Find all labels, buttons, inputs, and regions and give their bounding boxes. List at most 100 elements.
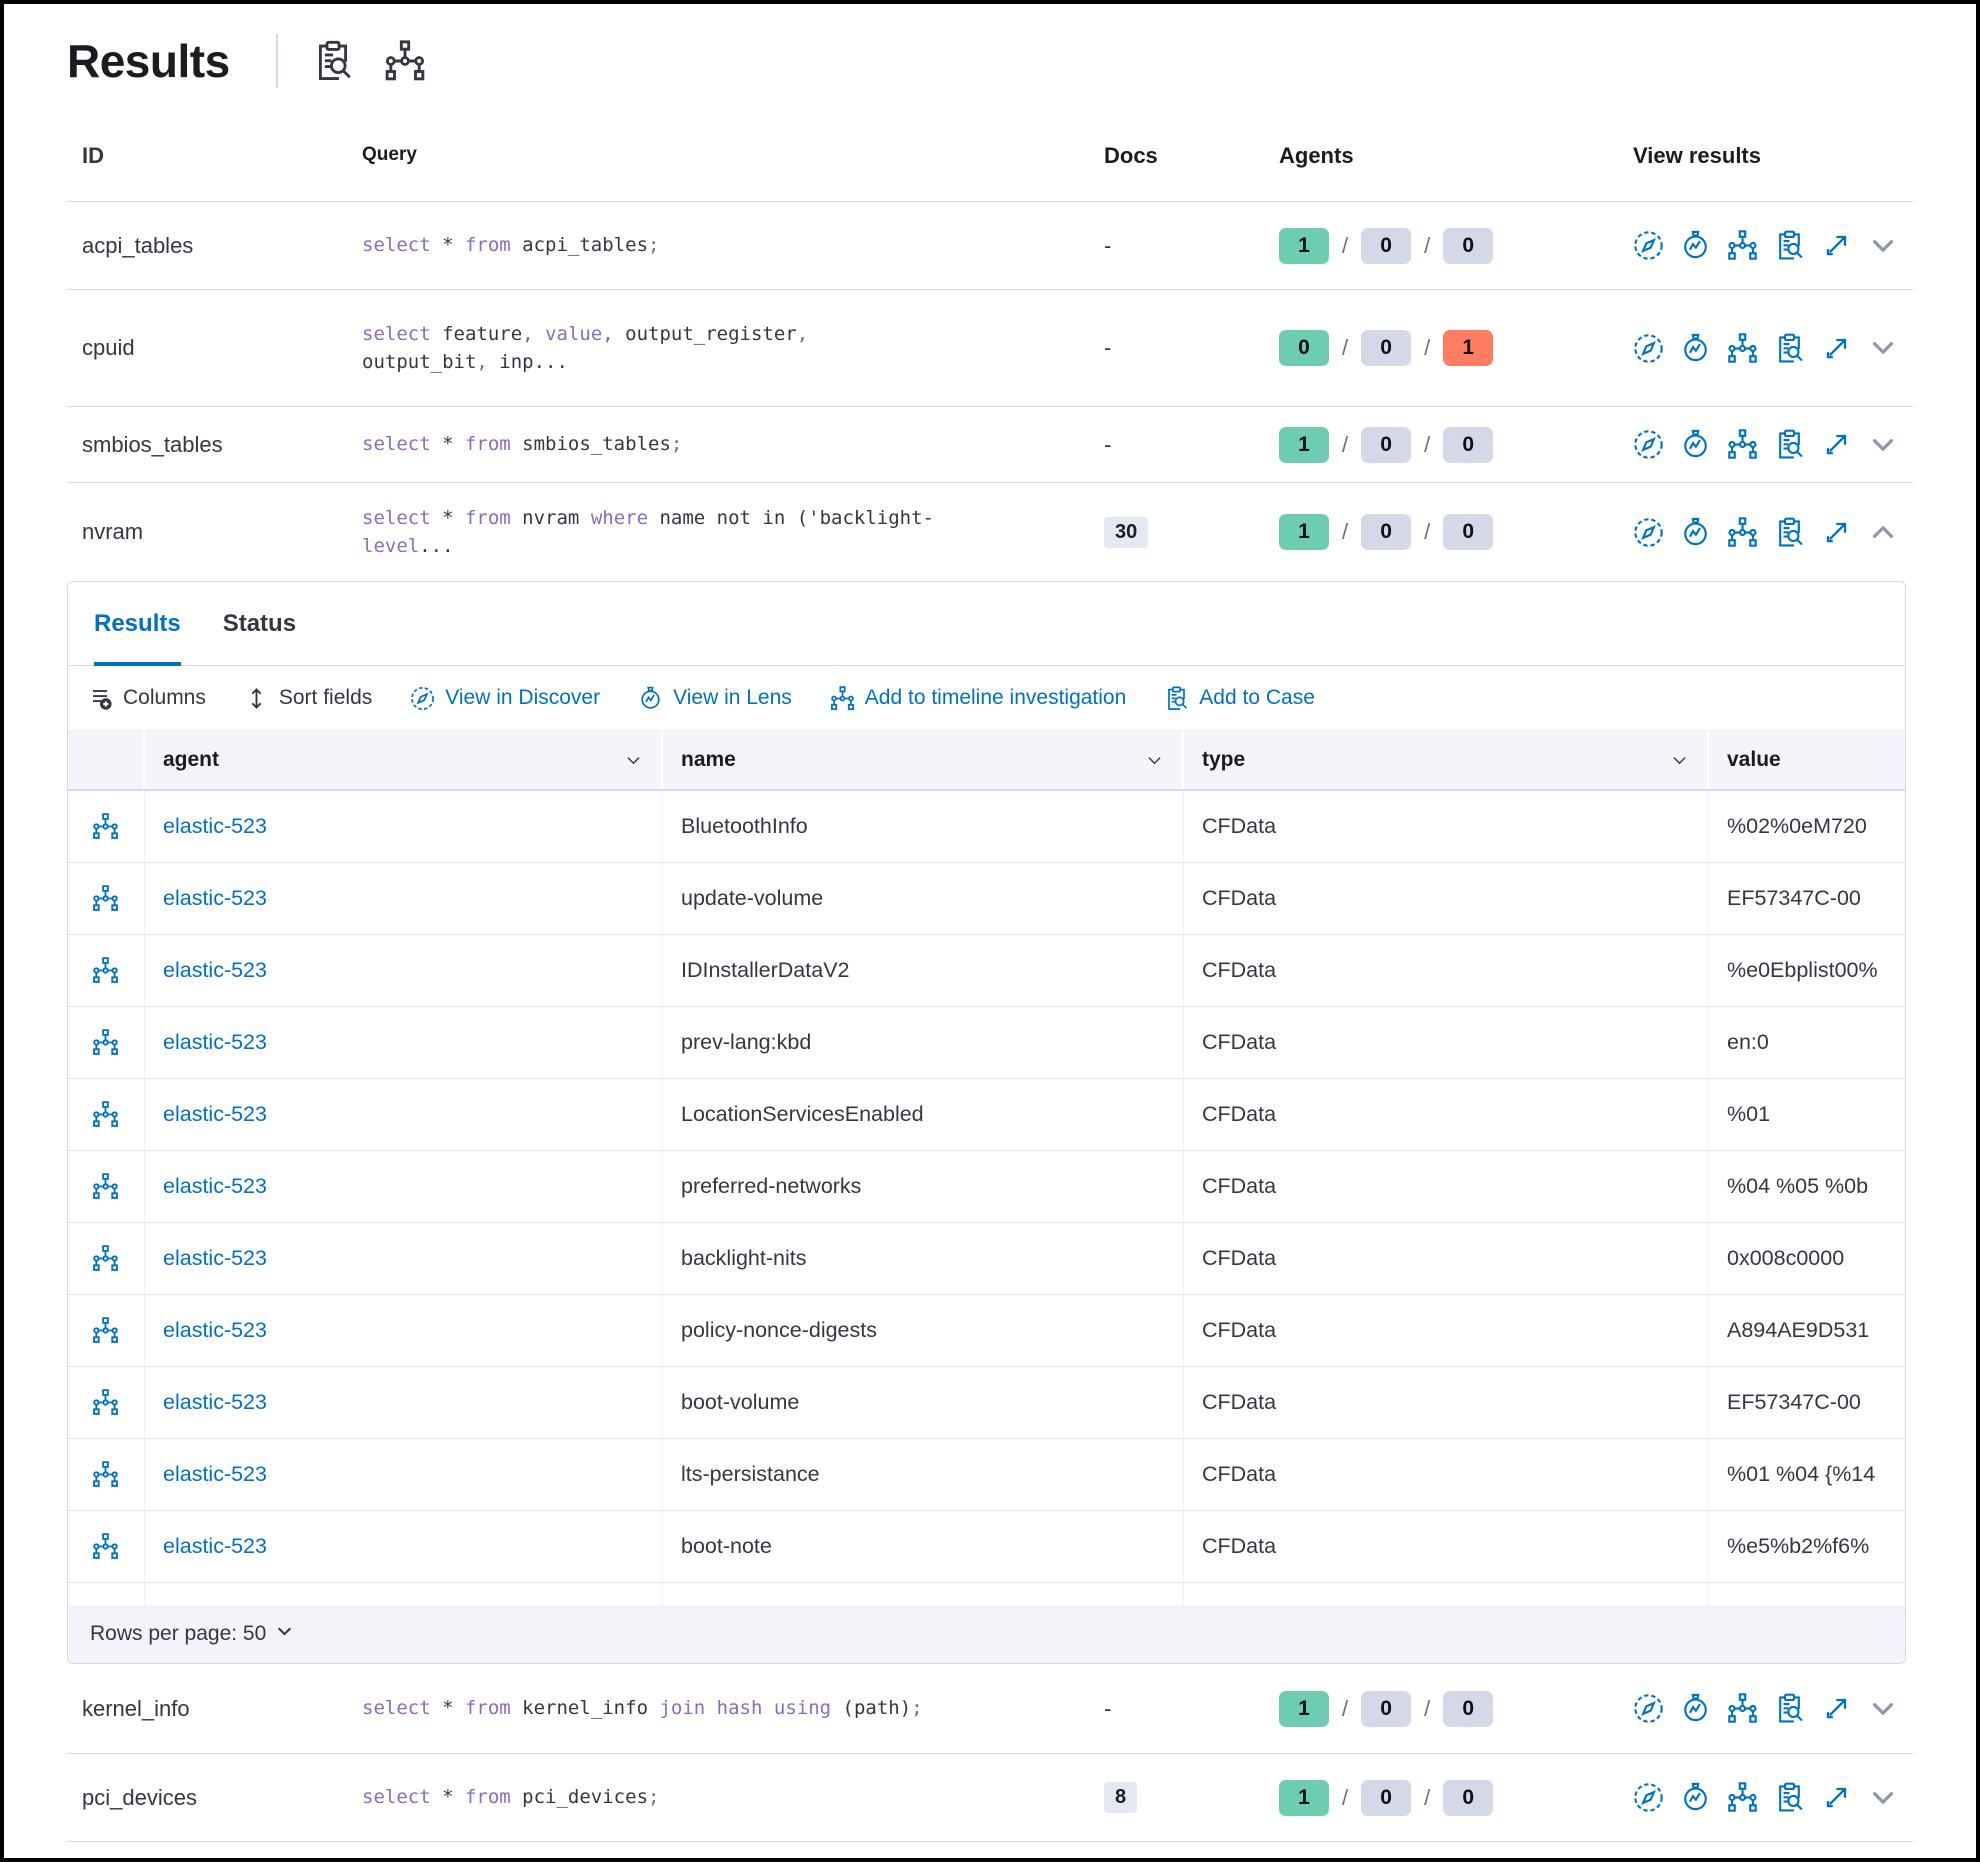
agent-link[interactable]: elastic-523 [163, 1246, 267, 1270]
add-to-case-icon [1774, 1782, 1806, 1813]
view-in-lens-button[interactable] [1680, 1693, 1712, 1725]
add-row-to-timeline-button[interactable] [92, 1533, 120, 1561]
chevron-down-icon[interactable] [624, 751, 643, 770]
expand-results-button[interactable] [1821, 516, 1853, 548]
add-row-to-timeline-button[interactable] [92, 813, 120, 841]
query-id: pci_devices [82, 1784, 197, 1810]
expand-results-button[interactable] [1821, 429, 1853, 461]
grid-header-value-label: value [1727, 748, 1781, 771]
expand-row-button[interactable] [1868, 1693, 1900, 1725]
add-row-to-timeline-button[interactable] [92, 1245, 120, 1273]
case-clipboard-icon [1164, 686, 1189, 711]
add-to-case-button[interactable] [1774, 1693, 1806, 1725]
add-to-timeline-button[interactable] [1727, 516, 1759, 548]
view-in-discover-button[interactable] [1633, 516, 1665, 548]
agent-link[interactable]: elastic-523 [163, 1174, 267, 1198]
collapse-row-button[interactable] [1868, 516, 1900, 548]
agent-link[interactable]: elastic-523 [163, 1390, 267, 1414]
tab-results[interactable]: Results [94, 582, 181, 666]
add-to-timeline-button[interactable]: Add to timeline investigation [830, 685, 1127, 711]
add-to-timeline-label: Add to timeline investigation [864, 686, 1127, 709]
view-in-lens-button[interactable]: View in Lens [638, 686, 792, 711]
tab-status[interactable]: Status [223, 582, 296, 665]
add-to-timeline-button[interactable] [1727, 230, 1759, 262]
agent-link[interactable]: elastic-523 [163, 886, 267, 910]
view-in-discover-button[interactable] [1633, 429, 1665, 461]
agent-link[interactable]: elastic-523 [163, 1462, 267, 1486]
add-row-to-timeline-button[interactable] [92, 1173, 120, 1201]
view-in-discover-button[interactable]: View in Discover [410, 686, 600, 711]
node-tree-icon [384, 40, 430, 82]
view-in-lens-button[interactable] [1680, 1782, 1712, 1814]
cell-name: update-volume [663, 863, 1184, 934]
add-to-case-button[interactable] [1774, 230, 1806, 262]
chevron-down-icon[interactable] [1670, 751, 1689, 770]
pack-button[interactable] [384, 38, 430, 84]
grid-header-agent[interactable]: agent [145, 731, 663, 789]
view-in-discover-button[interactable] [1633, 1782, 1665, 1814]
add-to-timeline-button[interactable] [1727, 1693, 1759, 1725]
agent-link[interactable]: elastic-523 [163, 1030, 267, 1054]
view-in-discover-button[interactable] [1633, 1693, 1665, 1725]
add-to-case-button[interactable] [1774, 516, 1806, 548]
cell-type: CFData [1184, 1511, 1709, 1582]
query-row-cpuid: cpuid select feature, value, output_regis… [67, 290, 1913, 407]
query-row-acpi_tables: acpi_tables select * from acpi_tables; - 1 /… [67, 202, 1913, 290]
expand-row-button[interactable] [1868, 1782, 1900, 1814]
expand-row-button[interactable] [1868, 332, 1900, 364]
query-sql: select * from acpi_tables; [362, 234, 660, 257]
agent-link[interactable]: elastic-523 [163, 1534, 267, 1558]
grid-header-value[interactable]: value [1709, 731, 1905, 789]
view-in-lens-button[interactable] [1680, 332, 1712, 364]
add-to-timeline-button[interactable] [1727, 332, 1759, 364]
queries-table: ID Query Docs Agents View results acpi_t… [67, 110, 1913, 1842]
add-to-timeline-icon [1727, 429, 1759, 460]
agents-separator: / [1342, 1695, 1349, 1721]
view-in-discover-button[interactable] [1633, 230, 1665, 262]
view-in-lens-button[interactable] [1680, 230, 1712, 262]
chevron-down-icon [275, 1622, 294, 1647]
cell-value: %e5%b2%f6% [1727, 1534, 1870, 1558]
chevron-down-icon[interactable] [1145, 751, 1164, 770]
add-to-case-button[interactable]: Add to Case [1164, 686, 1315, 711]
agent-link[interactable]: elastic-523 [163, 1318, 267, 1342]
add-row-to-timeline-button[interactable] [92, 1101, 120, 1129]
expand-row-button[interactable] [1868, 429, 1900, 461]
add-row-to-timeline-button[interactable] [92, 957, 120, 985]
expand-results-button[interactable] [1821, 230, 1853, 262]
sort-fields-button[interactable]: Sort fields [244, 686, 372, 711]
grid-header-name[interactable]: name [663, 731, 1184, 789]
agent-link[interactable]: elastic-523 [163, 958, 267, 982]
view-results-actions [1594, 332, 1913, 364]
view-in-discover-button[interactable] [1633, 332, 1665, 364]
add-to-timeline-button[interactable] [1727, 1782, 1759, 1814]
agents-status: 1 / 0 / 0 [1229, 426, 1594, 463]
add-row-to-timeline-button[interactable] [92, 1029, 120, 1057]
expand-row-button[interactable] [1868, 230, 1900, 262]
grid-header-type[interactable]: type [1184, 731, 1709, 789]
columns-button[interactable]: Columns [88, 686, 206, 711]
agent-link[interactable]: elastic-523 [163, 814, 267, 838]
agent-count-badge-gray: 0 [1361, 1690, 1412, 1727]
expand-results-button[interactable] [1821, 1782, 1853, 1814]
add-row-to-timeline-button[interactable] [92, 1317, 120, 1345]
view-in-lens-button[interactable] [1680, 516, 1712, 548]
add-to-timeline-button[interactable] [1727, 429, 1759, 461]
add-row-to-timeline-button[interactable] [92, 1461, 120, 1489]
cell-agent: elastic-523 [145, 863, 663, 934]
live-query-details-button[interactable] [312, 38, 358, 84]
add-row-to-timeline-button[interactable] [92, 1389, 120, 1417]
view-in-lens-button[interactable] [1680, 429, 1712, 461]
agent-count-badge-green: 1 [1279, 1690, 1329, 1727]
add-row-to-timeline-button[interactable] [92, 885, 120, 913]
expand-results-button[interactable] [1821, 1693, 1853, 1725]
docs-count-badge: 8 [1104, 1782, 1138, 1813]
cell-type: CFData [1184, 791, 1709, 862]
agents-separator: / [1424, 519, 1431, 544]
add-to-case-button[interactable] [1774, 1782, 1806, 1814]
agent-link[interactable]: elastic-523 [163, 1102, 267, 1126]
add-to-case-button[interactable] [1774, 429, 1806, 461]
rows-per-page-button[interactable]: Rows per page: 50 [90, 1622, 294, 1647]
expand-results-button[interactable] [1821, 332, 1853, 364]
add-to-case-button[interactable] [1774, 332, 1806, 364]
